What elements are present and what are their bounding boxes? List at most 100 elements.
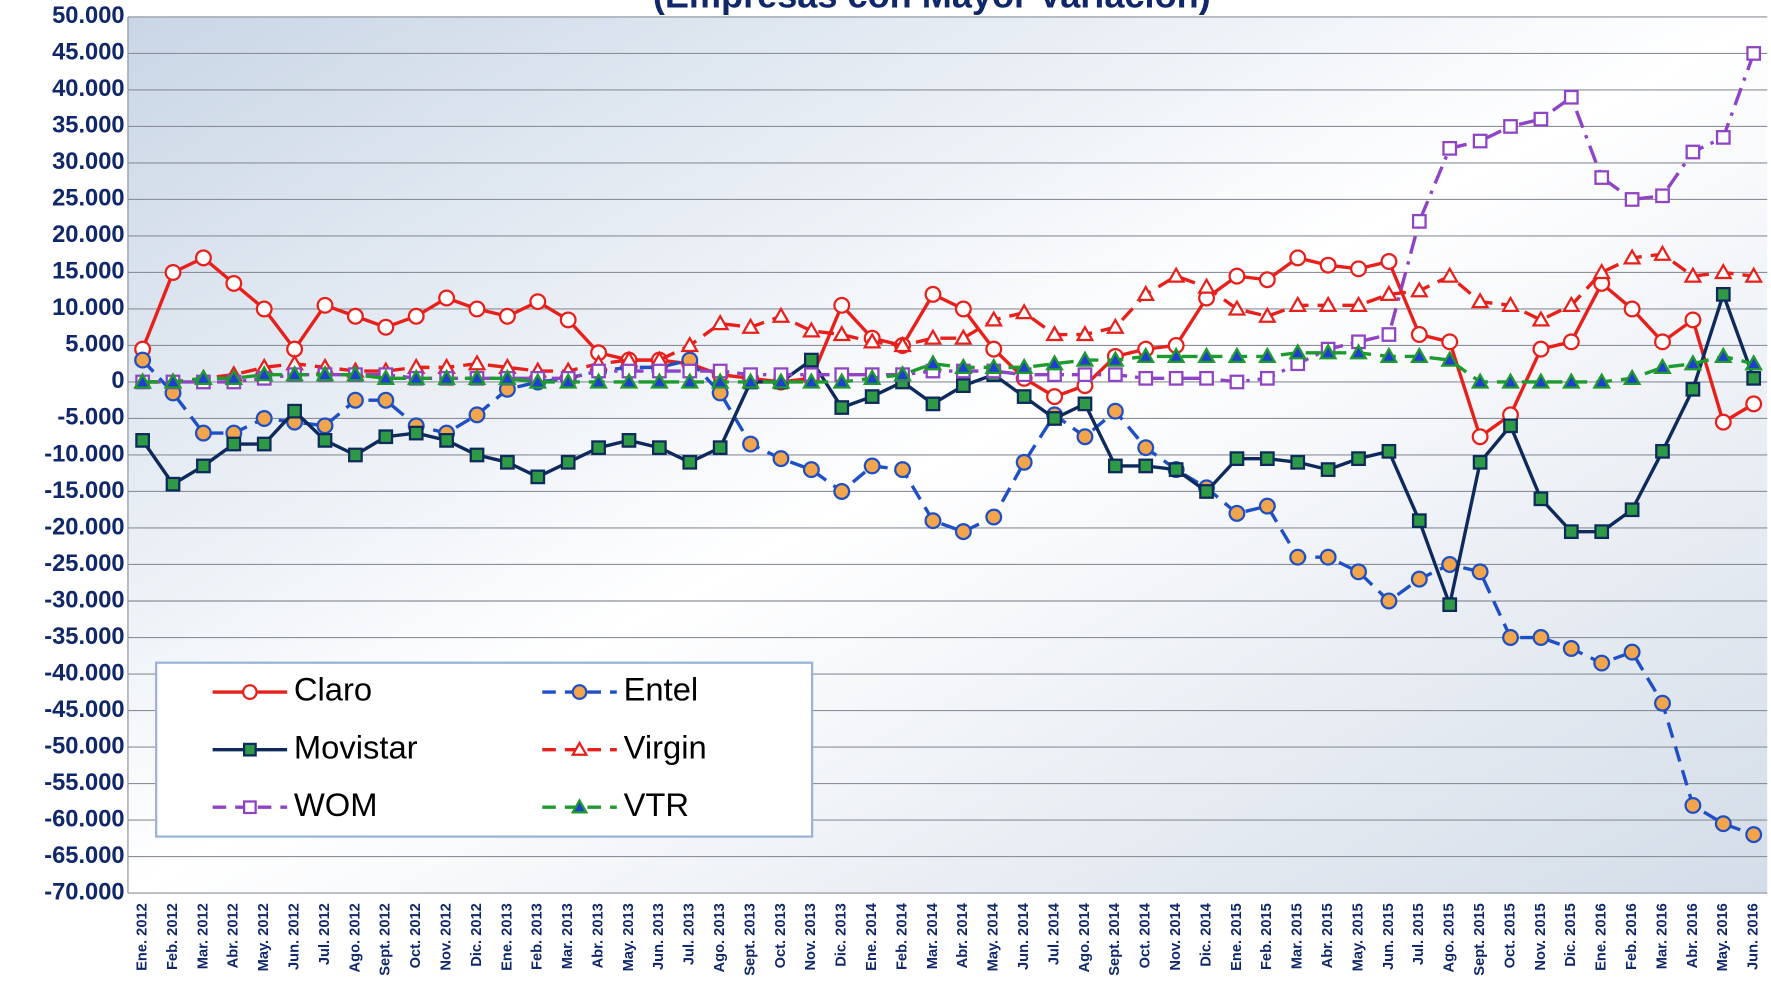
marker bbox=[1381, 327, 1397, 342]
marker bbox=[1138, 458, 1154, 474]
marker bbox=[1259, 451, 1275, 467]
marker bbox=[1684, 796, 1702, 814]
y-tick-label: -10.000 bbox=[44, 441, 124, 467]
x-tick-label: Sept. 2013 bbox=[742, 903, 758, 976]
marker bbox=[408, 425, 424, 441]
marker bbox=[1563, 89, 1579, 105]
x-tick-label: Nov. 2014 bbox=[1168, 902, 1184, 970]
marker bbox=[1137, 439, 1155, 457]
x-tick-label: Nov. 2013 bbox=[803, 903, 819, 970]
y-tick-label: 45.000 bbox=[52, 40, 124, 66]
x-tick-label: May. 2012 bbox=[256, 903, 272, 971]
marker bbox=[1380, 253, 1398, 270]
marker bbox=[1655, 443, 1670, 459]
marker bbox=[571, 684, 588, 700]
marker bbox=[1714, 346, 1733, 364]
marker bbox=[468, 406, 486, 424]
marker bbox=[1531, 310, 1551, 327]
y-tick-label: -20.000 bbox=[44, 514, 124, 540]
marker bbox=[1622, 368, 1642, 385]
marker bbox=[954, 357, 973, 375]
marker bbox=[862, 368, 882, 385]
marker bbox=[1410, 570, 1428, 588]
marker bbox=[589, 372, 608, 389]
marker bbox=[1714, 413, 1732, 431]
marker bbox=[406, 368, 426, 385]
marker bbox=[1349, 295, 1368, 312]
x-tick-label: Abr. 2015 bbox=[1320, 903, 1336, 968]
marker bbox=[1745, 395, 1763, 413]
marker bbox=[194, 424, 212, 442]
marker bbox=[954, 328, 973, 345]
marker bbox=[802, 372, 821, 389]
marker bbox=[346, 307, 364, 325]
marker bbox=[1166, 266, 1186, 283]
marker bbox=[163, 372, 183, 389]
marker bbox=[710, 372, 730, 389]
marker bbox=[832, 372, 852, 389]
marker bbox=[923, 354, 943, 371]
marker bbox=[1441, 556, 1459, 573]
marker bbox=[1592, 262, 1611, 280]
marker bbox=[1319, 256, 1337, 274]
marker bbox=[1685, 144, 1701, 160]
marker bbox=[1714, 815, 1732, 833]
x-tick-label: Dic. 2014 bbox=[1198, 902, 1214, 966]
marker bbox=[1290, 454, 1306, 470]
marker bbox=[1351, 451, 1366, 467]
marker bbox=[650, 372, 669, 389]
marker bbox=[1168, 370, 1184, 386]
marker bbox=[1594, 170, 1610, 185]
marker bbox=[771, 372, 791, 389]
marker bbox=[591, 440, 606, 456]
marker bbox=[925, 396, 941, 412]
x-tick-label: Oct. 2012 bbox=[408, 903, 424, 968]
marker bbox=[241, 684, 258, 700]
marker bbox=[438, 289, 456, 307]
legend-label: Claro bbox=[294, 671, 372, 708]
marker bbox=[924, 512, 942, 530]
marker bbox=[1472, 454, 1488, 470]
y-tick-label: -15.000 bbox=[44, 478, 124, 504]
x-tick-label: Feb. 2016 bbox=[1624, 903, 1640, 970]
y-tick-label: 35.000 bbox=[52, 113, 124, 139]
x-tick-label: Ago. 2015 bbox=[1442, 903, 1458, 972]
marker bbox=[864, 389, 880, 404]
x-tick-label: Jun. 2012 bbox=[286, 903, 302, 970]
marker bbox=[1683, 354, 1703, 371]
marker bbox=[1442, 597, 1458, 613]
marker bbox=[923, 328, 943, 345]
marker bbox=[1106, 350, 1125, 367]
marker bbox=[1531, 372, 1551, 389]
marker bbox=[1258, 346, 1277, 364]
marker bbox=[833, 296, 851, 314]
marker bbox=[570, 798, 589, 814]
marker bbox=[559, 311, 577, 329]
marker bbox=[1623, 300, 1641, 318]
x-tick-label: Feb. 2012 bbox=[165, 903, 181, 970]
marker bbox=[984, 310, 1004, 327]
marker bbox=[1320, 462, 1336, 477]
marker bbox=[1593, 654, 1611, 672]
y-tick-label: -60.000 bbox=[44, 806, 124, 832]
marker bbox=[1258, 306, 1277, 323]
x-tick-label: Ago. 2013 bbox=[712, 903, 728, 972]
marker bbox=[1229, 374, 1245, 390]
marker bbox=[1562, 639, 1580, 657]
y-tick-label: -35.000 bbox=[44, 624, 124, 650]
x-tick-label: Mar. 2015 bbox=[1290, 903, 1306, 969]
marker bbox=[255, 410, 273, 427]
marker bbox=[439, 433, 454, 448]
marker bbox=[1199, 484, 1214, 499]
marker bbox=[255, 300, 273, 318]
y-tick-label: 15.000 bbox=[52, 259, 124, 285]
x-tick-label: Ene. 2015 bbox=[1229, 903, 1245, 971]
marker bbox=[1227, 299, 1247, 316]
marker bbox=[498, 307, 516, 325]
marker bbox=[619, 372, 639, 389]
marker bbox=[1502, 629, 1519, 646]
marker bbox=[1107, 367, 1123, 383]
x-tick-label: Ene. 2014 bbox=[864, 902, 880, 970]
marker bbox=[1470, 372, 1490, 389]
x-tick-label: Feb. 2014 bbox=[894, 902, 910, 970]
